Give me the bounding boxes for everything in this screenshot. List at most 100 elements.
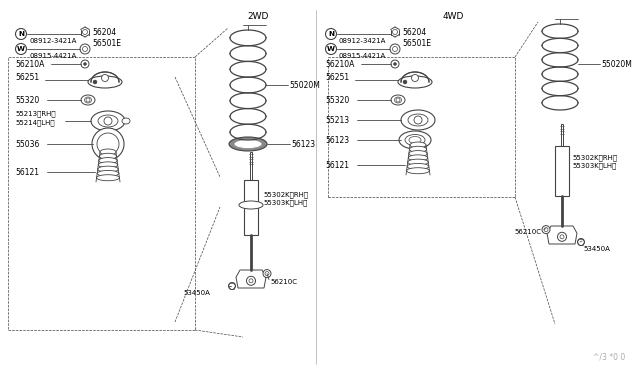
Ellipse shape bbox=[100, 149, 116, 155]
Text: 53450A: 53450A bbox=[583, 246, 610, 252]
Text: W: W bbox=[17, 46, 25, 52]
Text: 56210A: 56210A bbox=[325, 60, 355, 68]
Circle shape bbox=[544, 228, 548, 232]
Text: 08915-4421A: 08915-4421A bbox=[29, 53, 76, 59]
Circle shape bbox=[560, 235, 564, 239]
Text: 55214〈LH〉: 55214〈LH〉 bbox=[15, 120, 54, 126]
Text: 4WD: 4WD bbox=[442, 12, 464, 20]
Circle shape bbox=[263, 270, 271, 278]
Circle shape bbox=[80, 44, 90, 54]
Circle shape bbox=[403, 80, 407, 84]
Text: 56251: 56251 bbox=[15, 73, 39, 81]
Ellipse shape bbox=[405, 135, 425, 145]
Circle shape bbox=[83, 46, 88, 51]
Text: 56204: 56204 bbox=[92, 28, 116, 36]
Ellipse shape bbox=[408, 155, 428, 161]
Circle shape bbox=[392, 46, 397, 51]
Text: 55020M: 55020M bbox=[289, 80, 320, 90]
Text: 55320: 55320 bbox=[15, 96, 39, 105]
Circle shape bbox=[97, 133, 119, 155]
Text: 08912-3421A: 08912-3421A bbox=[339, 38, 387, 44]
Text: 08912-3421A: 08912-3421A bbox=[29, 38, 76, 44]
Ellipse shape bbox=[98, 166, 118, 172]
Text: 55302K〈RH〉: 55302K〈RH〉 bbox=[572, 155, 617, 161]
Ellipse shape bbox=[394, 97, 401, 103]
Ellipse shape bbox=[99, 158, 117, 164]
Text: 55302K〈RH〉: 55302K〈RH〉 bbox=[263, 192, 308, 198]
Bar bbox=[561, 124, 563, 146]
Polygon shape bbox=[547, 226, 577, 244]
Text: 56501E: 56501E bbox=[92, 38, 121, 48]
Text: 55303K〈LH〉: 55303K〈LH〉 bbox=[572, 163, 616, 169]
Bar bbox=[250, 152, 252, 180]
Circle shape bbox=[93, 80, 97, 84]
Ellipse shape bbox=[229, 137, 267, 151]
Polygon shape bbox=[236, 270, 266, 288]
Text: 55303K〈LH〉: 55303K〈LH〉 bbox=[263, 200, 307, 206]
Circle shape bbox=[392, 29, 397, 35]
Ellipse shape bbox=[97, 175, 120, 181]
Text: 55036: 55036 bbox=[15, 140, 40, 148]
Text: 55020M: 55020M bbox=[601, 60, 632, 68]
Circle shape bbox=[391, 60, 399, 68]
Circle shape bbox=[92, 128, 124, 160]
Ellipse shape bbox=[399, 131, 431, 149]
Text: 55213: 55213 bbox=[325, 115, 349, 125]
Circle shape bbox=[396, 98, 400, 102]
Text: 55320: 55320 bbox=[325, 96, 349, 105]
Text: N: N bbox=[328, 31, 334, 37]
Text: ^/3 *0 0: ^/3 *0 0 bbox=[593, 353, 625, 362]
Text: 56121: 56121 bbox=[325, 160, 349, 170]
Ellipse shape bbox=[98, 115, 118, 127]
Ellipse shape bbox=[234, 140, 262, 148]
Ellipse shape bbox=[408, 159, 428, 165]
Text: 55213〈RH〉: 55213〈RH〉 bbox=[15, 111, 56, 117]
Circle shape bbox=[414, 116, 422, 124]
Text: 56501E: 56501E bbox=[402, 38, 431, 48]
Ellipse shape bbox=[84, 97, 92, 103]
Ellipse shape bbox=[409, 151, 427, 157]
Circle shape bbox=[228, 282, 236, 289]
Ellipse shape bbox=[401, 110, 435, 130]
Circle shape bbox=[249, 279, 253, 283]
Ellipse shape bbox=[81, 95, 95, 105]
Ellipse shape bbox=[410, 146, 427, 152]
Text: N: N bbox=[18, 31, 24, 37]
Bar bbox=[555, 146, 569, 196]
Text: 2WD: 2WD bbox=[247, 12, 269, 20]
Text: W: W bbox=[327, 46, 335, 52]
Text: 53450A: 53450A bbox=[183, 290, 210, 296]
Ellipse shape bbox=[408, 114, 428, 126]
Ellipse shape bbox=[97, 170, 119, 176]
Text: 08915-4421A: 08915-4421A bbox=[339, 53, 387, 59]
Ellipse shape bbox=[99, 153, 116, 159]
Ellipse shape bbox=[391, 95, 405, 105]
Circle shape bbox=[81, 60, 89, 68]
Circle shape bbox=[577, 238, 584, 246]
Ellipse shape bbox=[91, 111, 125, 131]
Text: 56204: 56204 bbox=[402, 28, 426, 36]
Circle shape bbox=[104, 117, 112, 125]
Circle shape bbox=[83, 29, 88, 35]
Text: 56121: 56121 bbox=[15, 167, 39, 176]
Ellipse shape bbox=[88, 76, 122, 88]
Circle shape bbox=[542, 225, 550, 234]
Bar bbox=[244, 180, 258, 235]
Ellipse shape bbox=[122, 118, 130, 124]
Circle shape bbox=[265, 272, 269, 276]
Circle shape bbox=[557, 232, 566, 241]
Circle shape bbox=[390, 44, 400, 54]
Text: 56251: 56251 bbox=[325, 73, 349, 81]
Ellipse shape bbox=[406, 168, 429, 174]
Text: 56123: 56123 bbox=[291, 140, 315, 148]
Text: 56210C: 56210C bbox=[514, 229, 541, 235]
Text: 56210C: 56210C bbox=[270, 279, 297, 285]
Circle shape bbox=[102, 74, 109, 81]
Circle shape bbox=[412, 74, 419, 81]
Ellipse shape bbox=[407, 163, 429, 169]
Circle shape bbox=[394, 62, 397, 65]
Circle shape bbox=[246, 276, 255, 285]
Text: 56123: 56123 bbox=[325, 135, 349, 144]
Ellipse shape bbox=[409, 137, 421, 144]
Ellipse shape bbox=[99, 162, 118, 168]
